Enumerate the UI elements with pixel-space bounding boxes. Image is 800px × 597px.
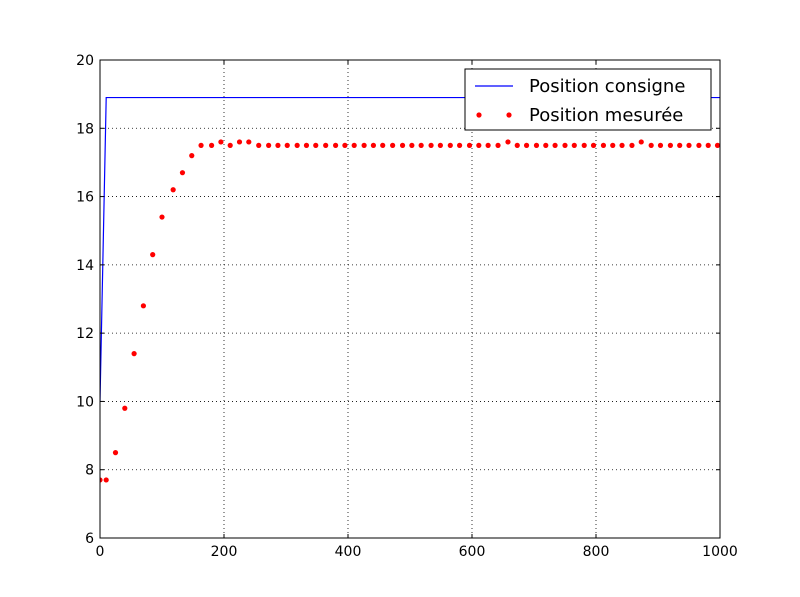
x-tick-label: 600: [459, 544, 486, 560]
data-point: [131, 351, 137, 357]
data-point: [714, 142, 720, 148]
data-point: [170, 187, 176, 193]
data-point: [351, 142, 357, 148]
data-point: [303, 142, 310, 148]
data-point: [667, 142, 674, 148]
data-point: [466, 142, 473, 148]
data-point: [218, 139, 224, 145]
legend-box: [464, 68, 712, 131]
data-point: [437, 142, 443, 148]
data-point: [294, 142, 300, 148]
data-point: [409, 142, 415, 148]
data-point: [514, 142, 520, 148]
data-point: [227, 142, 233, 148]
x-tick-label: 400: [335, 544, 362, 560]
data-point: [399, 142, 406, 148]
axis-ticks: 0 200 400 600 800 1000 6 8 10 12 14 16 18 20: [76, 53, 738, 560]
data-point: [677, 142, 683, 148]
data-point: [179, 170, 186, 176]
legend-label: Position consigne: [529, 76, 685, 97]
y-tick-label: 18: [76, 121, 94, 137]
data-point: [648, 142, 654, 148]
data-point: [590, 142, 597, 148]
data-point: [523, 142, 530, 148]
data-point: [380, 142, 386, 148]
data-point: [638, 139, 644, 145]
x-tick-label: 200: [211, 544, 238, 560]
data-point: [428, 142, 434, 148]
data-point: [562, 142, 568, 148]
data-point: [361, 142, 367, 148]
data-point: [256, 142, 262, 148]
x-tick-label: 0: [96, 544, 105, 560]
legend-label: Position mesurée: [529, 105, 683, 126]
data-point: [209, 142, 215, 148]
plot-frame: [99, 59, 721, 539]
y-tick-label: 20: [76, 53, 94, 69]
data-point: [198, 142, 204, 148]
data-point: [476, 142, 482, 148]
x-tick-label: 1000: [702, 544, 738, 560]
data-point: [333, 142, 339, 148]
data-point: [447, 142, 453, 148]
data-point: [629, 142, 635, 148]
data-point: [342, 142, 348, 148]
data-point: [418, 142, 424, 148]
data-point: [236, 139, 243, 145]
data-point: [571, 142, 577, 148]
data-point: [610, 142, 616, 148]
x-tick-label: 800: [583, 544, 610, 560]
data-point: [122, 405, 128, 411]
data-point: [159, 214, 165, 220]
data-point: [189, 153, 195, 159]
data-point: [600, 142, 607, 148]
y-tick-label: 12: [76, 326, 94, 342]
series-layer: [100, 96, 720, 483]
y-tick-label: 14: [76, 258, 94, 274]
data-point: [552, 142, 558, 148]
data-point: [686, 142, 692, 148]
data-point: [100, 477, 103, 483]
data-point: [323, 142, 329, 148]
data-point: [150, 252, 156, 258]
legend-swatch-marker: [506, 112, 512, 118]
data-point: [619, 142, 625, 148]
data-point: [495, 142, 501, 148]
data-point: [581, 142, 587, 148]
data-point: [103, 477, 109, 483]
data-point: [313, 142, 319, 148]
data-point: [284, 142, 290, 148]
data-point: [112, 450, 119, 456]
data-point: [543, 142, 549, 148]
data-point: [140, 303, 146, 309]
data-point: [657, 142, 664, 148]
data-point: [505, 139, 511, 145]
data-point: [275, 142, 281, 148]
data-point: [457, 142, 463, 148]
legend: Position consigne Position mesurée: [464, 68, 712, 131]
data-point: [485, 142, 491, 148]
data-point: [246, 139, 252, 145]
y-tick-label: 16: [76, 190, 94, 206]
data-point: [705, 142, 711, 148]
data-point: [266, 142, 272, 148]
y-tick-label: 6: [85, 531, 94, 547]
data-point: [390, 142, 396, 148]
data-point: [696, 142, 702, 148]
y-tick-label: 10: [76, 394, 94, 410]
data-point: [370, 142, 377, 148]
y-tick-label: 8: [85, 463, 94, 479]
data-point: [533, 142, 540, 148]
legend-swatch-marker: [476, 112, 482, 118]
